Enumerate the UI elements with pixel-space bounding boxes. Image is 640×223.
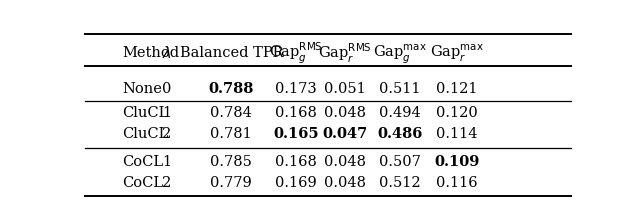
Text: 0.784: 0.784 <box>211 106 252 120</box>
Text: 0.781: 0.781 <box>211 127 252 141</box>
Text: 0.109: 0.109 <box>435 155 479 169</box>
Text: 1: 1 <box>162 106 172 120</box>
Text: CoCL: CoCL <box>122 155 163 169</box>
Text: 0.169: 0.169 <box>275 176 317 190</box>
Text: 2: 2 <box>162 176 172 190</box>
Text: Gap$_g^{\mathrm{RMS}}$: Gap$_g^{\mathrm{RMS}}$ <box>269 41 323 66</box>
Text: 0.121: 0.121 <box>436 82 477 96</box>
Text: 0.114: 0.114 <box>436 127 477 141</box>
Text: 0.116: 0.116 <box>436 176 478 190</box>
Text: 0.486: 0.486 <box>377 127 422 141</box>
Text: Balanced TPR: Balanced TPR <box>180 46 283 60</box>
Text: 1: 1 <box>162 155 172 169</box>
Text: 0.507: 0.507 <box>379 155 421 169</box>
Text: CoCL: CoCL <box>122 176 163 190</box>
Text: Gap$_g^{\mathrm{max}}$: Gap$_g^{\mathrm{max}}$ <box>373 42 427 65</box>
Text: 0.779: 0.779 <box>211 176 252 190</box>
Text: 0.048: 0.048 <box>324 155 366 169</box>
Text: CluCL: CluCL <box>122 127 168 141</box>
Text: 2: 2 <box>162 127 172 141</box>
Text: 0.494: 0.494 <box>379 106 420 120</box>
Text: 0.051: 0.051 <box>324 82 366 96</box>
Text: 0.120: 0.120 <box>436 106 478 120</box>
Text: 0.048: 0.048 <box>324 106 366 120</box>
Text: 0.512: 0.512 <box>379 176 420 190</box>
Text: 0.168: 0.168 <box>275 155 317 169</box>
Text: 0.165: 0.165 <box>273 127 319 141</box>
Text: 0.785: 0.785 <box>211 155 252 169</box>
Text: 0.047: 0.047 <box>323 127 368 141</box>
Text: 0.511: 0.511 <box>379 82 420 96</box>
Text: Gap$_r^{\mathrm{max}}$: Gap$_r^{\mathrm{max}}$ <box>430 43 484 64</box>
Text: 0.048: 0.048 <box>324 176 366 190</box>
Text: CluCL: CluCL <box>122 106 168 120</box>
Text: $\lambda$: $\lambda$ <box>162 45 172 61</box>
Text: Method: Method <box>122 46 179 60</box>
Text: 0: 0 <box>162 82 172 96</box>
Text: Gap$_r^{\mathrm{RMS}}$: Gap$_r^{\mathrm{RMS}}$ <box>319 42 372 65</box>
Text: 0.168: 0.168 <box>275 106 317 120</box>
Text: None: None <box>122 82 162 96</box>
Text: 0.788: 0.788 <box>209 82 254 96</box>
Text: 0.173: 0.173 <box>275 82 317 96</box>
